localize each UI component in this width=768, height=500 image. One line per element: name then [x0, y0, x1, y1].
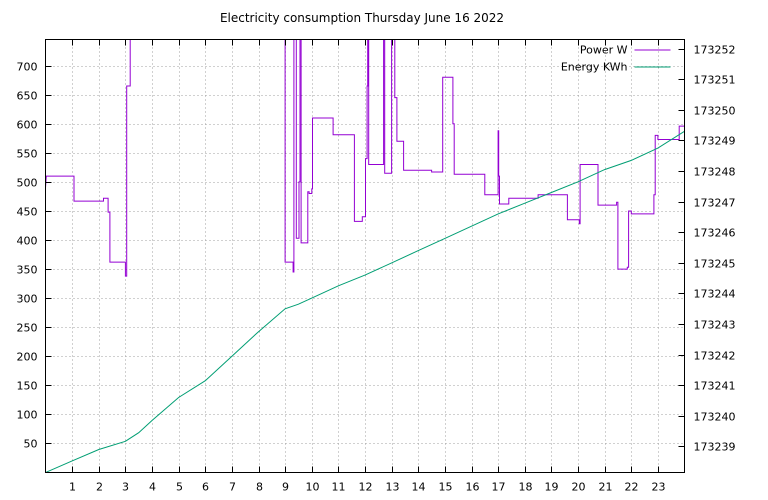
x-tick-label: 12: [359, 481, 373, 494]
y-tick-label: 400: [17, 235, 38, 248]
x-tick-label: 14: [412, 481, 426, 494]
y-tick-label: 500: [17, 177, 38, 190]
x-tick-label: 17: [492, 481, 506, 494]
y2-tick-label: 173248: [694, 166, 736, 179]
x-tick-label: 5: [176, 481, 183, 494]
x-tick-label: 22: [625, 481, 639, 494]
series-layer: [45, 39, 685, 473]
x-tick-label: 18: [519, 481, 533, 494]
x-tick-label: 8: [256, 481, 263, 494]
tick-layer: 1 2 3 4 5 6 7 8 9 10 11 12 13 14 15 16 17 18 19 20 21 22 23501…: [17, 39, 736, 494]
y-tick-label: 200: [17, 351, 38, 364]
y2-tick-label: 173243: [694, 319, 736, 332]
x-tick-label: 21: [599, 481, 613, 494]
y2-tick-label: 173241: [694, 380, 736, 393]
y2-tick-label: 173249: [694, 135, 736, 148]
y-tick-label: 550: [17, 148, 38, 161]
y2-tick-label: 173252: [694, 44, 736, 57]
x-tick-label: 11: [332, 481, 346, 494]
y2-tick-label: 173251: [694, 74, 736, 87]
x-tick-label: 10: [306, 481, 320, 494]
x-tick-label: 15: [439, 481, 453, 494]
x-tick-label: 16: [466, 481, 480, 494]
y2-tick-label: 173245: [694, 258, 736, 271]
x-tick-label: 4: [149, 481, 156, 494]
x-tick-label: 23: [652, 481, 666, 494]
y2-tick-label: 173240: [694, 411, 736, 424]
y-tick-label: 50: [24, 438, 38, 451]
x-tick-label: 20: [572, 481, 586, 494]
y2-tick-label: 173242: [694, 350, 736, 363]
grid-layer: [45, 39, 685, 473]
x-tick-label: 6: [202, 481, 209, 494]
y-tick-label: 700: [17, 61, 38, 74]
y-tick-label: 100: [17, 409, 38, 422]
y-tick-label: 600: [17, 119, 38, 132]
legend: Power W Energy KWh: [561, 44, 671, 74]
y2-tick-label: 173246: [694, 227, 736, 240]
x-tick-label: 13: [386, 481, 400, 494]
series-line-2: [45, 130, 685, 473]
x-tick-label: 9: [282, 481, 289, 494]
y-tick-label: 300: [17, 293, 38, 306]
legend-label: Energy KWh: [561, 61, 628, 74]
x-tick-label: 19: [545, 481, 559, 494]
y-tick-label: 350: [17, 264, 38, 277]
y-tick-label: 650: [17, 90, 38, 103]
x-tick-label: 1: [69, 481, 76, 494]
y-tick-label: 150: [17, 380, 38, 393]
series-line-1: [45, 39, 685, 277]
legend-label: Power W: [580, 44, 628, 57]
y2-tick-label: 173239: [694, 441, 736, 454]
x-tick-label: 7: [229, 481, 236, 494]
y-tick-label: 450: [17, 206, 38, 219]
x-tick-label: 3: [122, 481, 129, 494]
y2-tick-label: 173244: [694, 288, 736, 301]
y-tick-label: 250: [17, 322, 38, 335]
y2-tick-label: 173250: [694, 105, 736, 118]
y2-tick-label: 173247: [694, 197, 736, 210]
chart-title: Electricity consumption Thursday June 16…: [220, 11, 504, 25]
x-tick-label: 2: [96, 481, 103, 494]
